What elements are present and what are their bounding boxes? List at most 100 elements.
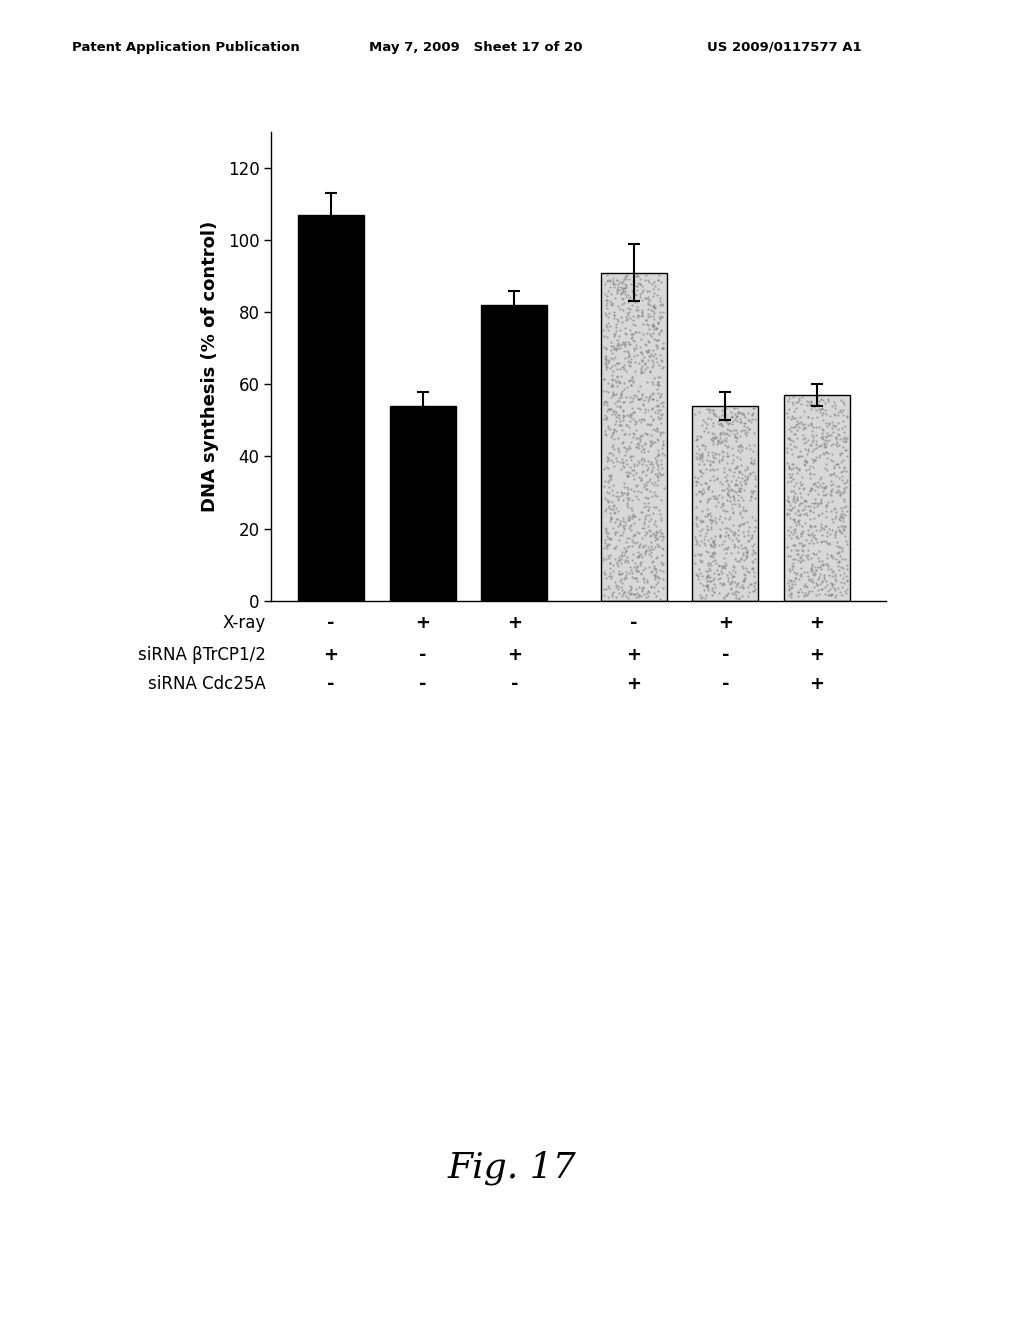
Point <box>707 484 723 506</box>
Point <box>838 531 854 552</box>
Point <box>715 494 731 515</box>
Point <box>649 428 666 449</box>
Point <box>618 309 635 330</box>
Point <box>647 569 664 590</box>
Point <box>638 309 654 330</box>
Point <box>655 338 672 359</box>
Point <box>697 576 714 597</box>
Point <box>632 399 648 420</box>
Point <box>598 326 614 347</box>
Point <box>809 477 825 498</box>
Point <box>819 442 836 463</box>
Point <box>655 477 672 498</box>
Point <box>792 407 808 428</box>
Point <box>781 504 798 525</box>
Point <box>819 554 836 576</box>
Point <box>647 511 664 532</box>
Point <box>812 492 828 513</box>
Point <box>641 556 657 577</box>
Point <box>826 565 843 586</box>
Point <box>819 556 836 577</box>
Point <box>600 491 616 512</box>
Point <box>635 578 651 599</box>
Point <box>731 480 748 502</box>
Point <box>697 436 714 457</box>
Point <box>791 458 807 479</box>
Point <box>645 294 662 315</box>
Point <box>700 557 717 578</box>
Point <box>719 445 735 466</box>
Point <box>726 461 742 482</box>
Point <box>646 463 663 484</box>
Point <box>836 393 852 414</box>
Point <box>796 417 812 438</box>
Point <box>739 457 756 478</box>
Point <box>745 451 762 473</box>
Point <box>611 524 628 545</box>
Point <box>629 546 645 568</box>
Point <box>630 560 646 581</box>
Point <box>641 387 657 408</box>
Point <box>605 438 622 459</box>
Point <box>640 306 656 327</box>
Point <box>816 565 833 586</box>
Point <box>803 517 819 539</box>
Point <box>618 527 635 548</box>
Point <box>627 413 643 434</box>
Point <box>705 434 721 455</box>
Point <box>821 519 838 540</box>
Point <box>629 265 645 286</box>
Point <box>792 445 808 466</box>
Point <box>727 561 743 582</box>
Point <box>724 582 740 603</box>
Point <box>605 384 622 405</box>
Point <box>825 473 842 494</box>
Point <box>635 279 651 300</box>
Point <box>728 474 744 495</box>
Point <box>642 343 658 364</box>
Point <box>620 507 636 528</box>
Point <box>688 428 705 449</box>
Point <box>793 524 809 545</box>
Point <box>702 454 719 475</box>
Point <box>644 388 660 409</box>
Point <box>715 499 731 520</box>
Point <box>599 537 615 558</box>
Point <box>816 399 833 420</box>
Point <box>614 392 631 413</box>
Point <box>644 552 660 573</box>
Point <box>834 541 850 562</box>
Point <box>785 469 802 490</box>
Point <box>748 466 764 487</box>
Point <box>605 499 622 520</box>
Point <box>836 457 852 478</box>
Point <box>707 511 723 532</box>
Point <box>620 292 636 313</box>
Point <box>629 579 645 601</box>
Point <box>639 356 655 378</box>
Point <box>687 553 703 574</box>
Point <box>649 454 666 475</box>
Point <box>640 292 656 313</box>
Point <box>651 587 668 609</box>
Text: -: - <box>419 645 426 664</box>
Point <box>734 574 751 595</box>
Point <box>652 305 669 326</box>
Point <box>804 408 820 429</box>
Point <box>624 449 640 470</box>
Point <box>808 399 824 420</box>
Point <box>779 437 796 458</box>
Point <box>621 370 637 391</box>
Point <box>609 310 626 331</box>
Point <box>836 573 852 594</box>
Point <box>733 437 750 458</box>
Point <box>609 490 626 511</box>
Point <box>627 272 643 293</box>
Point <box>599 290 615 312</box>
Point <box>800 414 816 436</box>
Point <box>712 428 728 449</box>
Point <box>699 492 716 513</box>
Point <box>600 348 616 370</box>
Point <box>729 573 745 594</box>
Point <box>815 433 831 454</box>
